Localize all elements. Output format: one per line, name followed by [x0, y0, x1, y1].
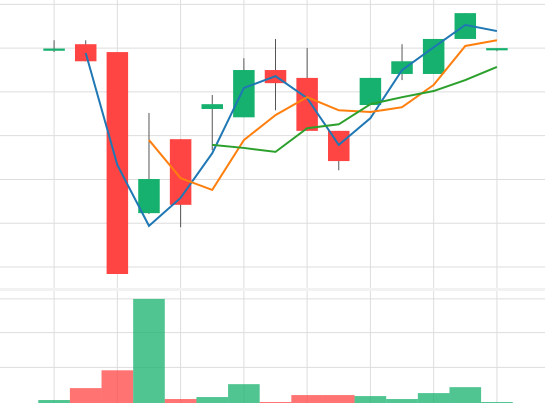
- candle-body: [74, 44, 97, 62]
- candle-body: [422, 38, 445, 74]
- volume-bar: [164, 399, 197, 403]
- candle-body: [201, 104, 223, 109]
- volume-bar: [133, 298, 165, 403]
- moving-average-line: [148, 39, 498, 192]
- candle-body: [138, 179, 160, 214]
- volume-bar: [449, 387, 482, 403]
- volume-bar: [228, 384, 260, 403]
- volume-bar: [38, 400, 70, 403]
- volume-bar: [291, 395, 323, 403]
- candle-body: [391, 61, 413, 74]
- moving-average-line: [212, 66, 498, 153]
- candle-body: [296, 77, 318, 131]
- volume-bar: [322, 395, 355, 403]
- volume-bar: [69, 388, 102, 403]
- panel-separator: [0, 288, 545, 291]
- volume-bar: [354, 396, 387, 403]
- candle-body: [43, 48, 65, 51]
- candle-body: [359, 77, 382, 106]
- volume-bar: [386, 399, 418, 403]
- moving-average-line: [84, 23, 498, 228]
- volume-bar: [417, 393, 450, 403]
- candle-body: [233, 70, 255, 118]
- volume-bar: [101, 370, 134, 403]
- volume-bar: [196, 397, 229, 403]
- candle-body: [169, 139, 192, 205]
- candle-body: [486, 48, 508, 51]
